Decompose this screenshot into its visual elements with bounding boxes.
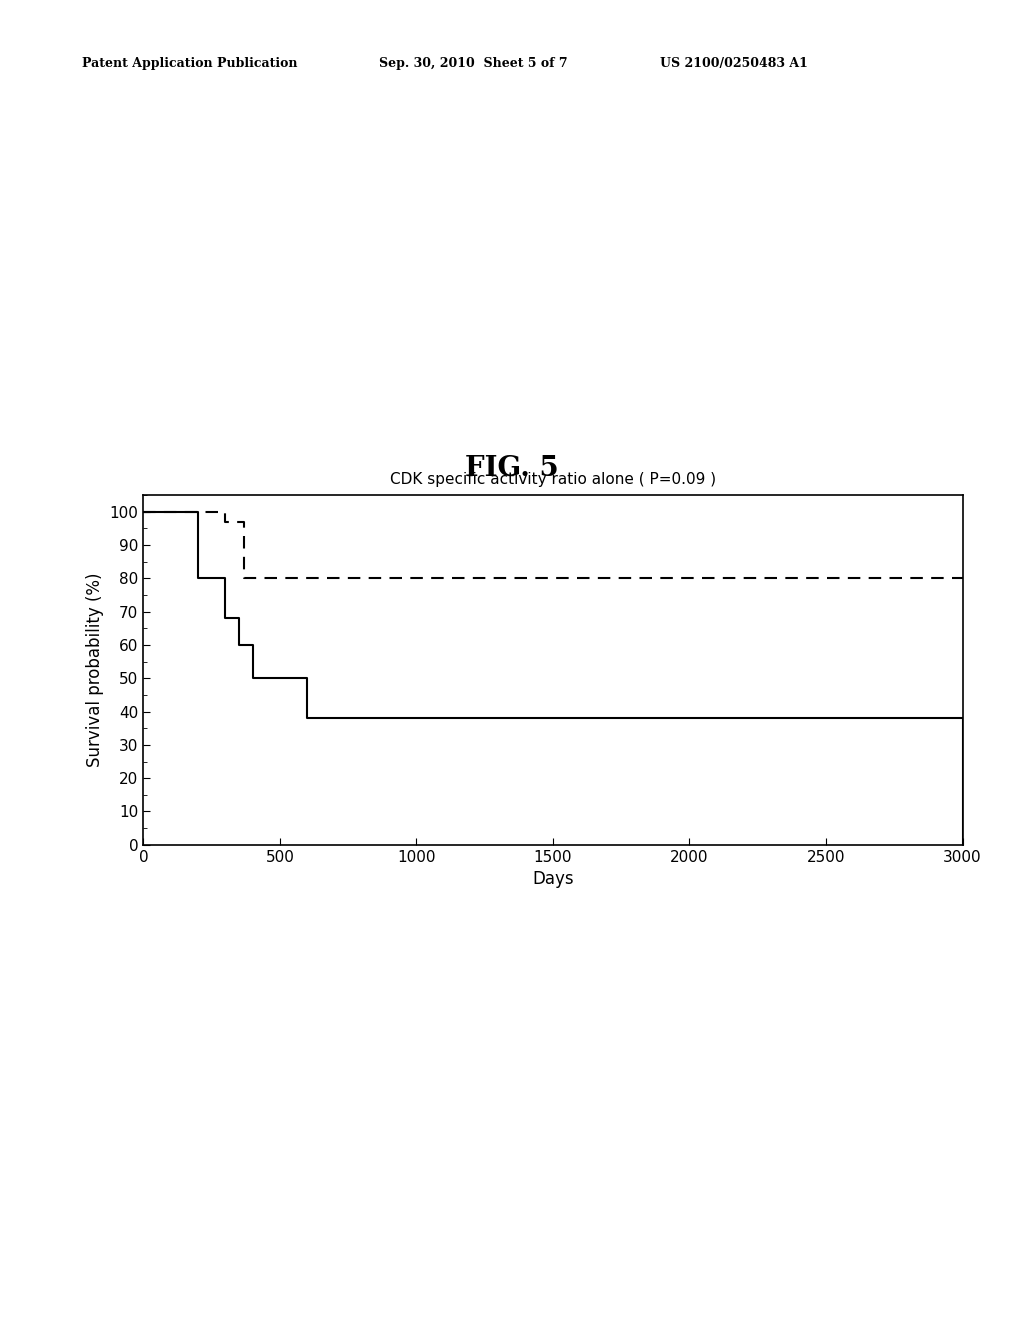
Text: Sep. 30, 2010  Sheet 5 of 7: Sep. 30, 2010 Sheet 5 of 7 bbox=[379, 57, 567, 70]
Y-axis label: Survival probability (%): Survival probability (%) bbox=[86, 573, 104, 767]
Title: CDK specific activity ratio alone ( P=0.09 ): CDK specific activity ratio alone ( P=0.… bbox=[390, 471, 716, 487]
Text: Patent Application Publication: Patent Application Publication bbox=[82, 57, 297, 70]
Text: FIG. 5: FIG. 5 bbox=[465, 455, 559, 482]
X-axis label: Days: Days bbox=[532, 870, 573, 888]
Text: US 2100/0250483 A1: US 2100/0250483 A1 bbox=[660, 57, 808, 70]
